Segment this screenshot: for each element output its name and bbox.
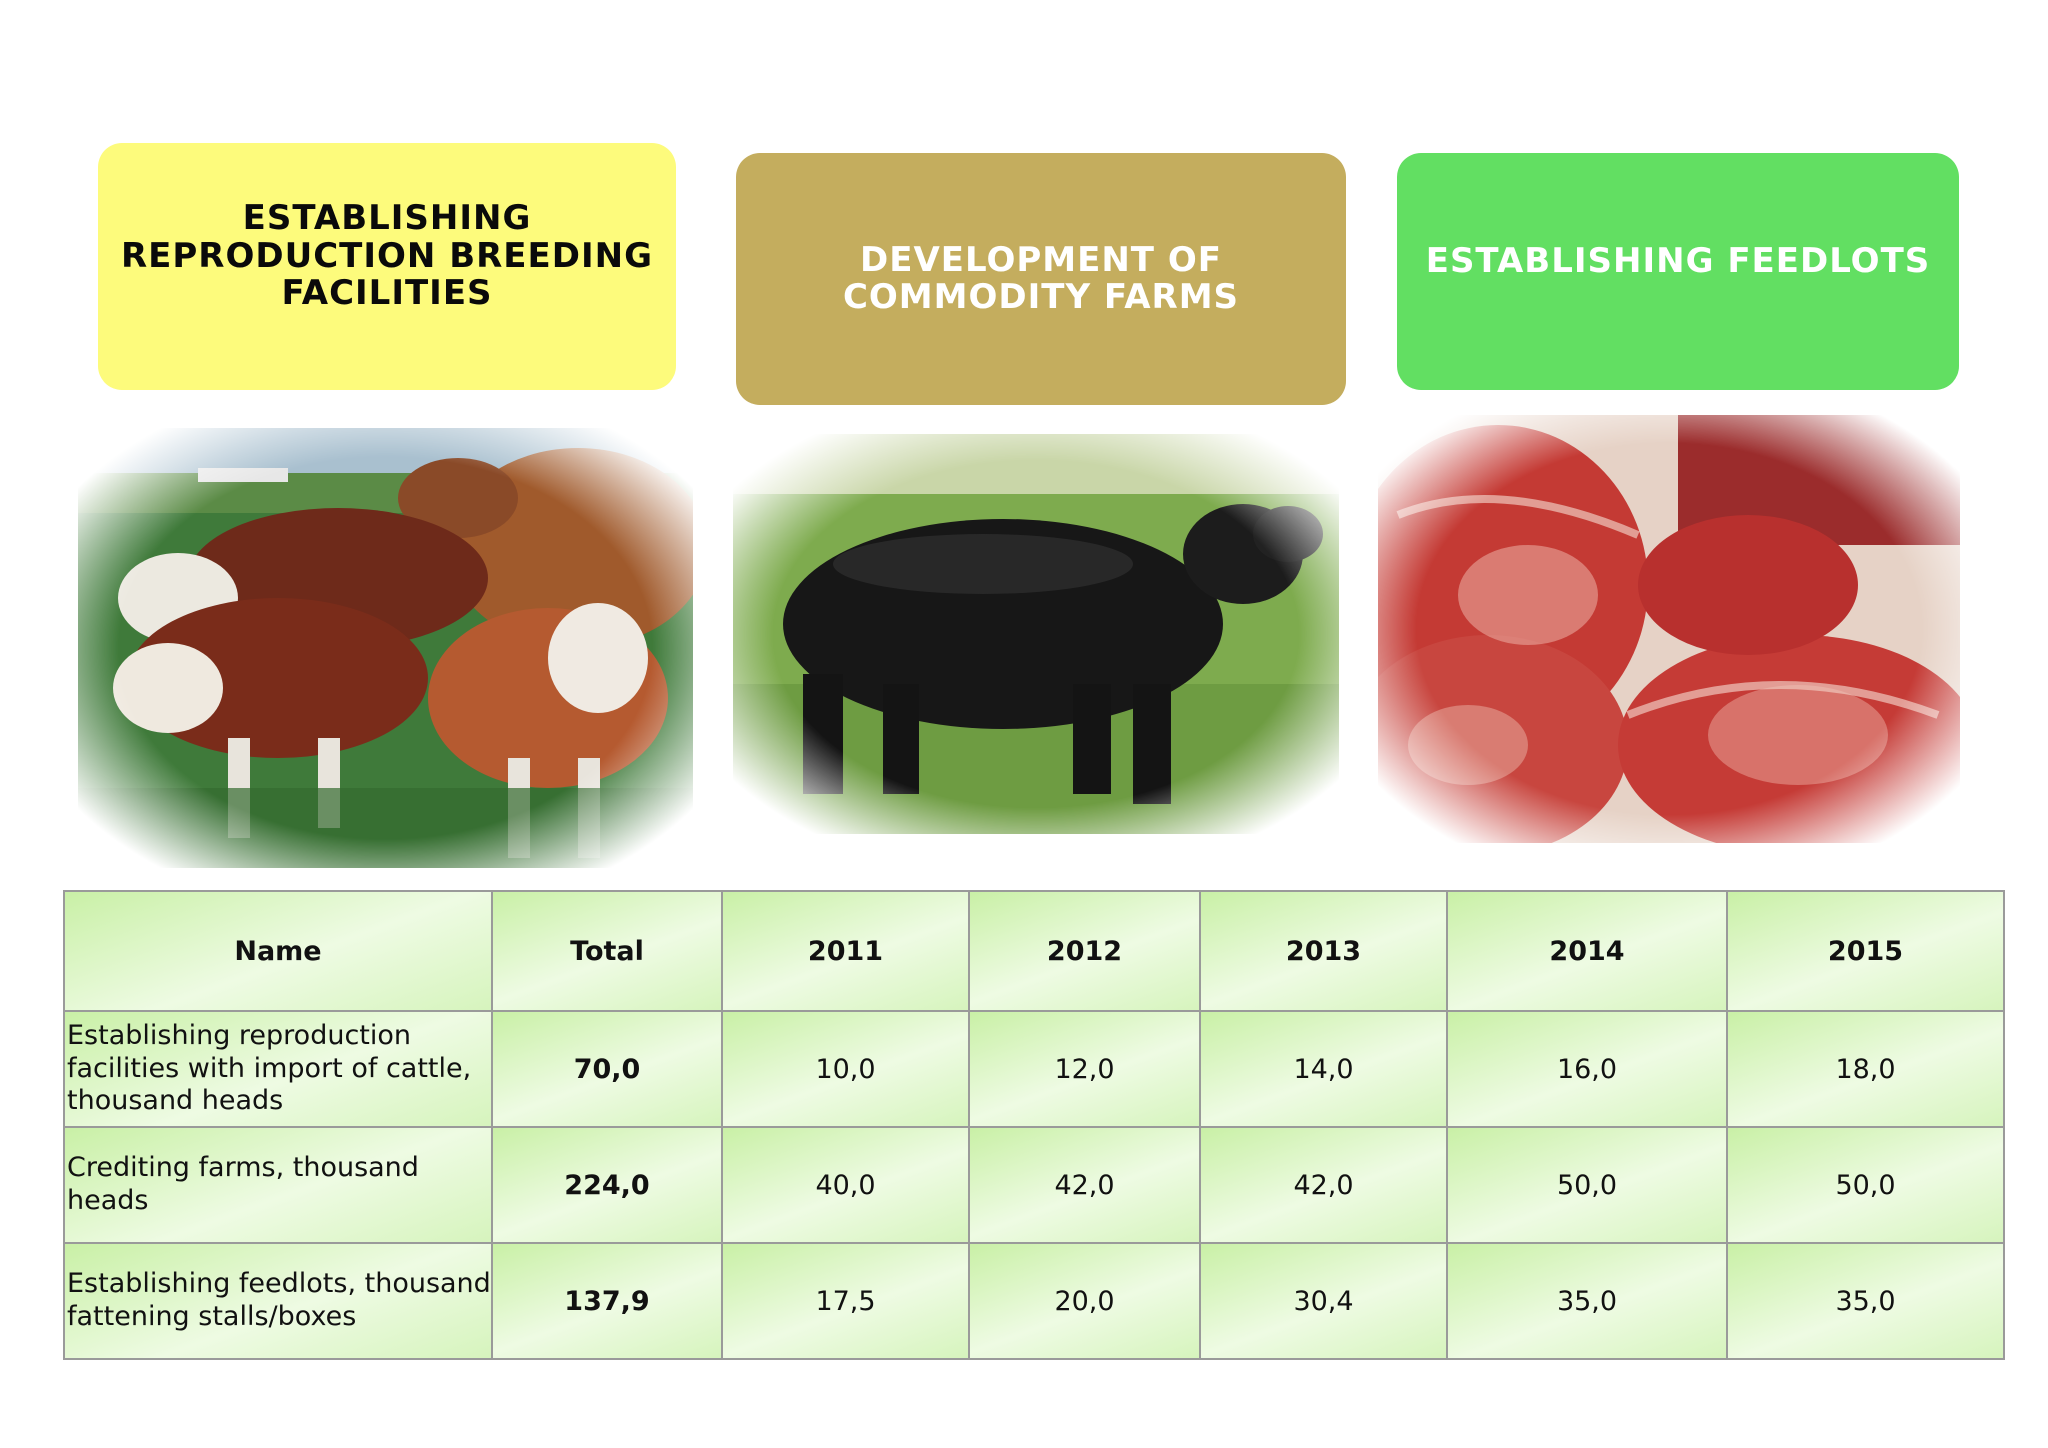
- cell-2011: 40,0: [721, 1126, 970, 1244]
- table-row: Establishing feedlots, thousand fattenin…: [63, 1242, 2005, 1360]
- header-2013: 2013: [1199, 890, 1448, 1012]
- box-commodity-label: DEVELOPMENT OF COMMODITY FARMS: [842, 239, 1240, 317]
- investment-table: Name Total 2011 2012 2013 2014 2015 Esta…: [63, 890, 2005, 1360]
- cell-2013: 42,0: [1199, 1126, 1448, 1244]
- cell-2013: 14,0: [1199, 1010, 1448, 1128]
- row-name: Establishing feedlots, thousand fattenin…: [63, 1242, 493, 1360]
- cell-2013: 30,4: [1199, 1242, 1448, 1360]
- table-row: Establishing reproduction facilities wit…: [63, 1010, 2005, 1128]
- box-commodity-farms: DEVELOPMENT OF COMMODITY FARMS: [736, 153, 1346, 405]
- cell-2012: 12,0: [968, 1010, 1201, 1128]
- row-name: Establishing reproduction facilities wit…: [63, 1010, 493, 1128]
- header-total: Total: [491, 890, 723, 1012]
- box-reproduction-facilities: ESTABLISHING REPRODUCTION BREEDING FACIL…: [98, 143, 676, 390]
- header-2015: 2015: [1726, 890, 2005, 1012]
- cell-2015: 35,0: [1726, 1242, 2005, 1360]
- row-total: 224,0: [491, 1126, 723, 1244]
- cell-2014: 50,0: [1446, 1126, 1728, 1244]
- cell-2015: 50,0: [1726, 1126, 2005, 1244]
- box-feedlots-label: ESTABLISHING FEEDLOTS: [1425, 240, 1931, 281]
- cell-2012: 20,0: [968, 1242, 1201, 1360]
- cell-2011: 10,0: [721, 1010, 970, 1128]
- header-2011: 2011: [721, 890, 970, 1012]
- cell-2014: 35,0: [1446, 1242, 1728, 1360]
- row-name: Crediting farms, thousand heads: [63, 1126, 493, 1244]
- black-bull-photo: [733, 434, 1339, 834]
- table-row: Crediting farms, thousand heads 224,0 40…: [63, 1126, 2005, 1244]
- cell-2015: 18,0: [1726, 1010, 2005, 1128]
- cell-2011: 17,5: [721, 1242, 970, 1360]
- box-reproduction-label: ESTABLISHING REPRODUCTION BREEDING FACIL…: [120, 198, 653, 314]
- cell-2012: 42,0: [968, 1126, 1201, 1244]
- header-name: Name: [63, 890, 493, 1012]
- box-feedlots: ESTABLISHING FEEDLOTS: [1397, 153, 1959, 390]
- header-2014: 2014: [1446, 890, 1728, 1012]
- header-2012: 2012: [968, 890, 1201, 1012]
- raw-beef-photo: [1378, 415, 1960, 843]
- cell-2014: 16,0: [1446, 1010, 1728, 1128]
- row-total: 137,9: [491, 1242, 723, 1360]
- row-total: 70,0: [491, 1010, 723, 1128]
- cattle-herd-photo: [78, 428, 693, 868]
